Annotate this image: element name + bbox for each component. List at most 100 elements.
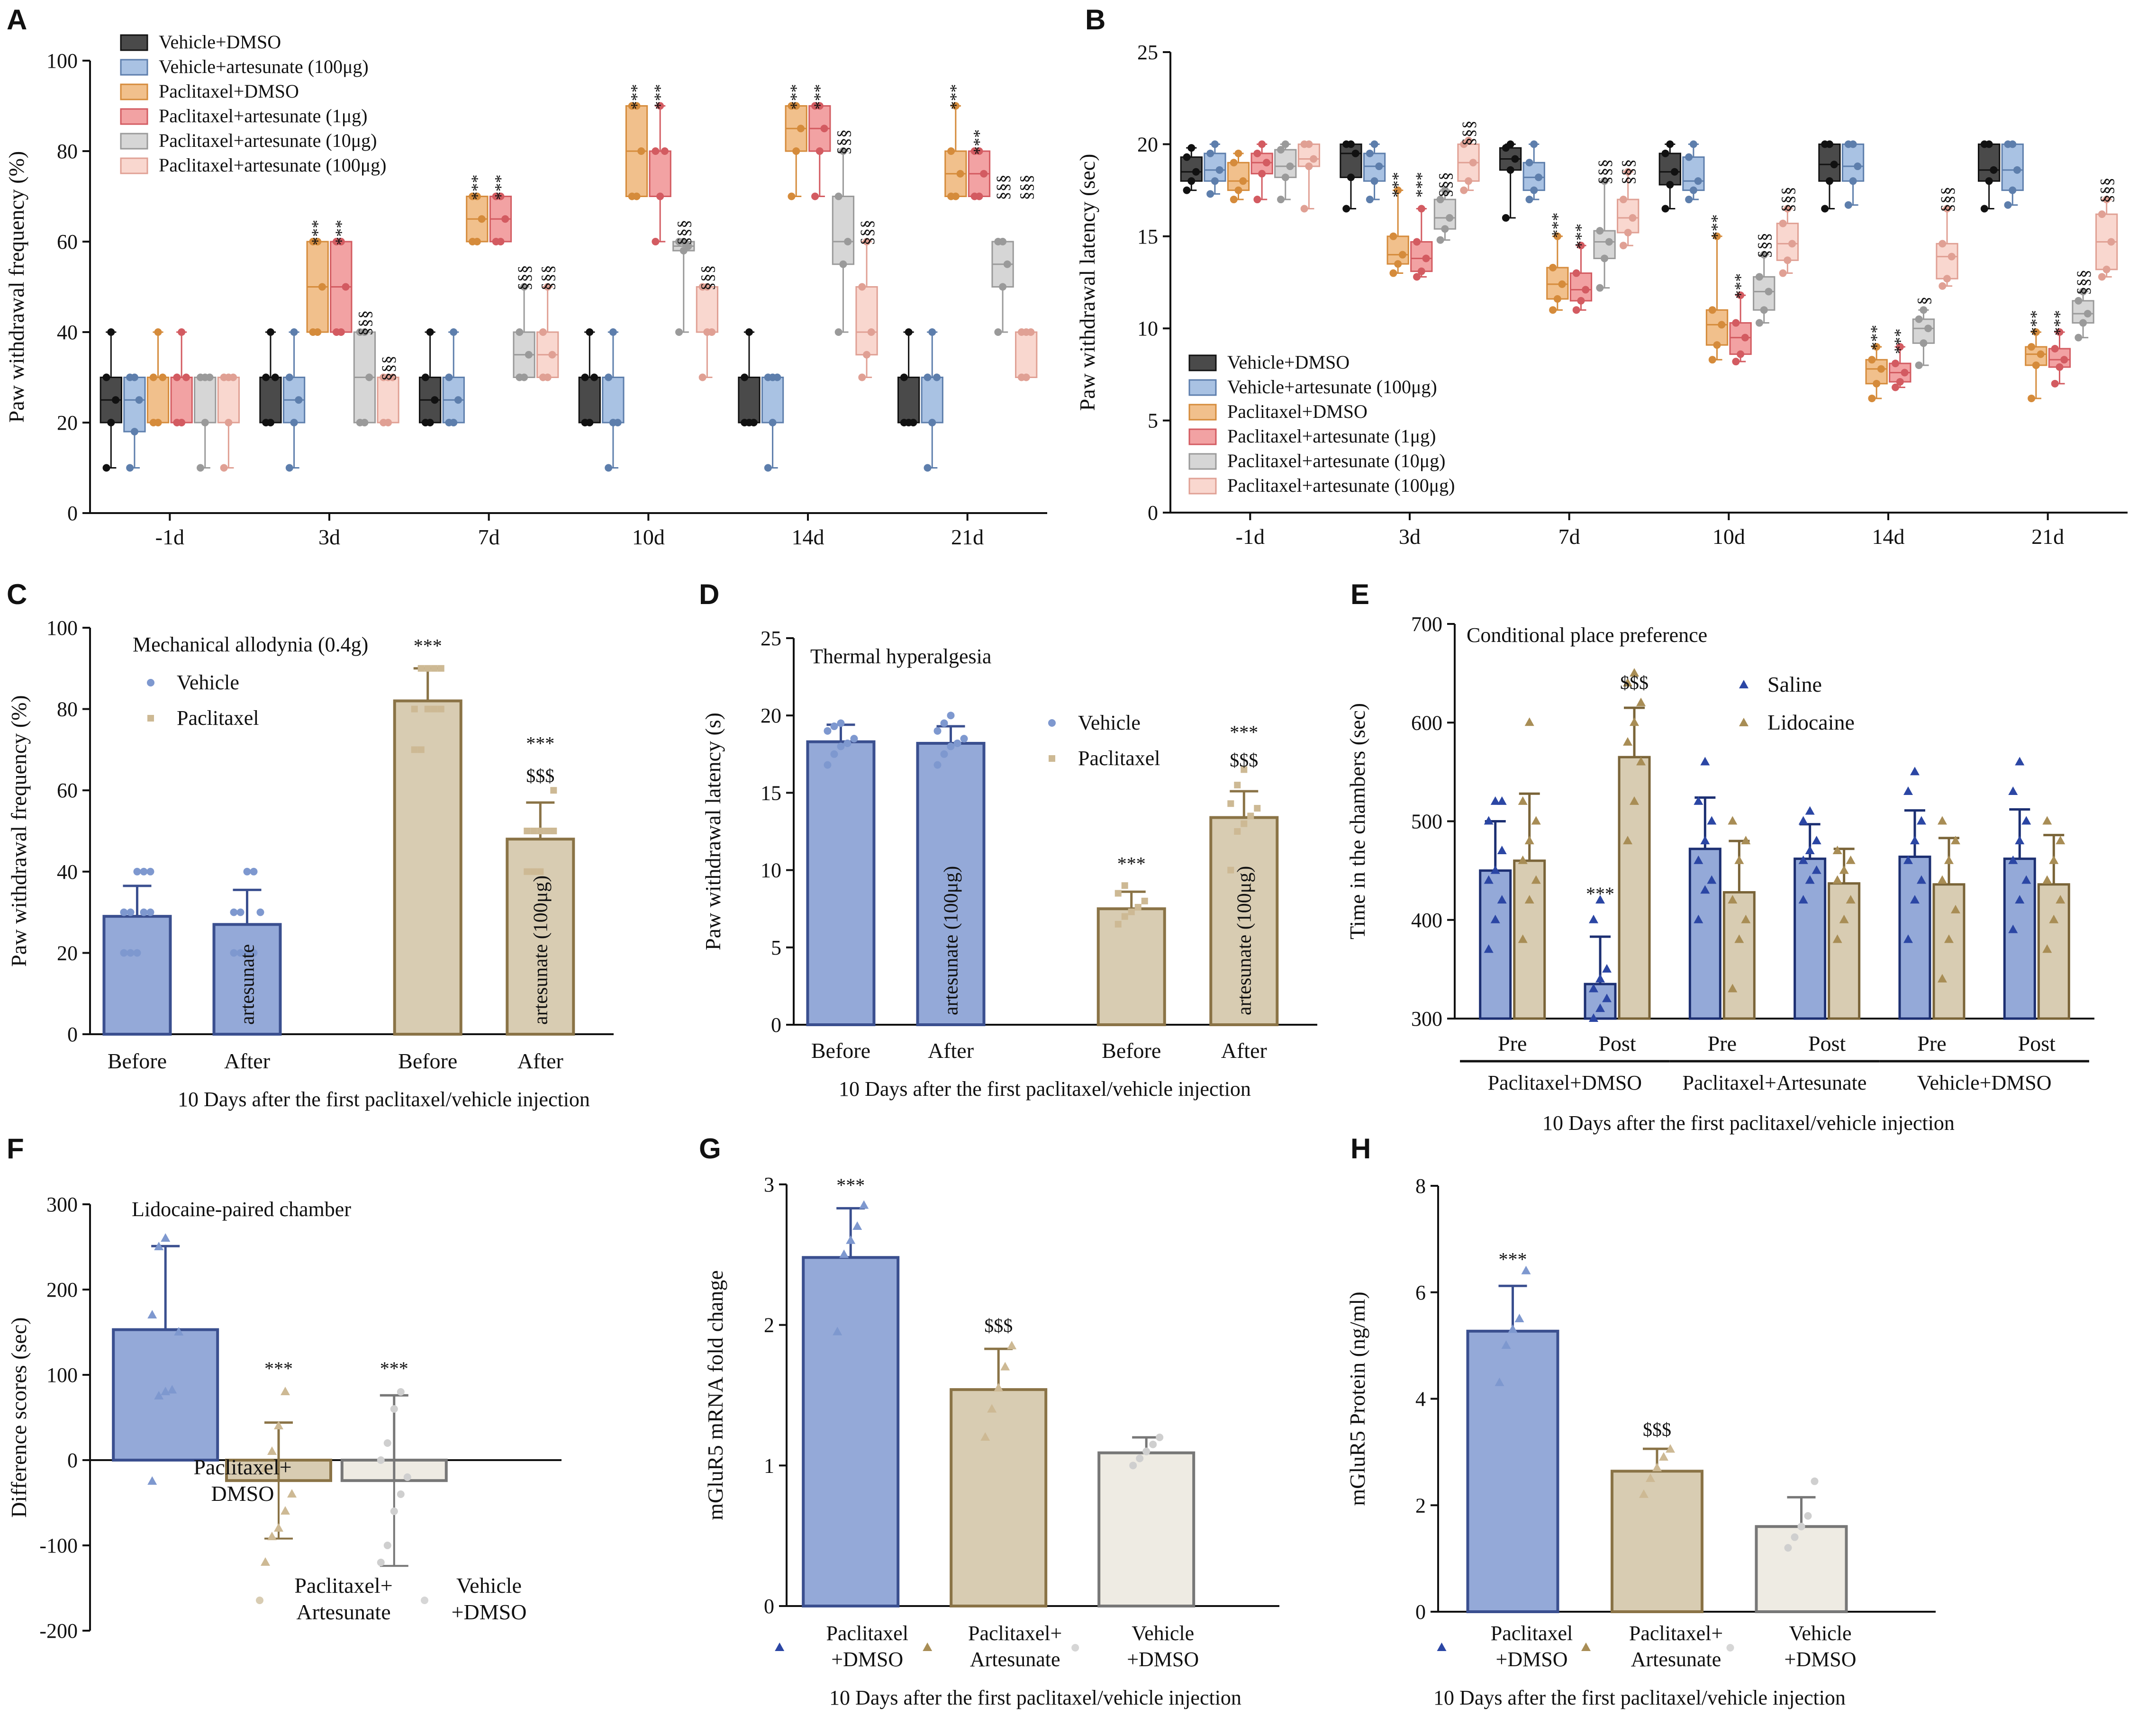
y-tick-label: 5	[771, 936, 781, 959]
box-point	[581, 373, 589, 381]
significance-label: ***	[2027, 310, 2046, 336]
significance-label: ***	[491, 174, 510, 200]
significance-label: §§§	[379, 355, 398, 381]
data-point	[1000, 1362, 1010, 1371]
box-point	[1849, 140, 1857, 148]
box-body	[578, 377, 601, 424]
box-vehicle_dmso	[1818, 140, 1841, 213]
box-point	[1784, 256, 1792, 264]
box-point	[1985, 140, 1993, 148]
box-point	[1530, 186, 1538, 194]
legend-label: Lidocaine	[1767, 710, 1855, 734]
data-point	[859, 1200, 869, 1209]
data-point	[1659, 1452, 1668, 1461]
significance-label: §§§	[1595, 159, 1614, 185]
box-ptx_art10	[353, 328, 376, 426]
box-point	[947, 147, 955, 155]
group-label: Paclitaxel+DMSO	[1488, 1071, 1642, 1094]
data-point	[1589, 1013, 1599, 1022]
box-point	[1281, 173, 1289, 181]
x-tick-label: Pre	[1708, 1031, 1737, 1056]
box-point	[750, 419, 758, 426]
legend-label: Vehicle+DMSO	[1227, 352, 1350, 373]
box-vehicle_dmso	[1499, 140, 1522, 222]
box-body	[146, 377, 170, 424]
significance-label: ***	[1731, 273, 1750, 299]
box-point	[1192, 168, 1200, 176]
box-point	[605, 373, 613, 381]
data-point	[2042, 816, 2052, 825]
box-point	[473, 238, 481, 245]
panel-A: 0 20 40 60 80 100 Paw withdrawal frequency (%)…	[4, 31, 1047, 549]
data-point	[544, 828, 551, 834]
y-tick-label: 10	[761, 859, 781, 882]
box-point	[1737, 291, 1745, 299]
box-ptx_dmso	[625, 102, 648, 200]
data-point	[2049, 914, 2059, 923]
box-point	[1601, 254, 1609, 262]
data-point	[1797, 1523, 1805, 1531]
box-point	[637, 147, 645, 155]
data-point	[987, 1404, 997, 1413]
box-point	[1920, 306, 1928, 314]
box-point	[2074, 297, 2083, 305]
data-point	[1501, 1340, 1511, 1349]
y-tick-label: 15	[1137, 225, 1158, 248]
box-point	[1661, 205, 1669, 213]
data-point	[1811, 1477, 1819, 1485]
legend-marker	[147, 715, 154, 722]
box-point	[182, 373, 190, 381]
box-point	[661, 147, 669, 155]
legend-swatch	[1188, 404, 1217, 421]
data-point	[140, 908, 148, 916]
data-point	[147, 1476, 157, 1485]
box-point	[1572, 306, 1580, 314]
data-point	[1903, 934, 1913, 943]
significance-label: §§§	[2097, 178, 2116, 203]
significance-label: ***	[1586, 883, 1614, 904]
box-point	[1741, 334, 1749, 342]
bar	[1513, 859, 1546, 1020]
x-axis-title: 10 Days after the first paclitaxel/vehic…	[1542, 1111, 1955, 1135]
box-body	[1682, 156, 1705, 191]
box-point	[1553, 232, 1561, 240]
box-body	[761, 377, 784, 424]
data-point	[1700, 836, 1710, 845]
bar-group	[340, 1388, 448, 1567]
data-point	[274, 1523, 283, 1532]
box-point	[1305, 140, 1313, 148]
y-tick-label: 100	[46, 1363, 78, 1387]
box-ptx_dmso	[785, 102, 807, 200]
box-point	[497, 238, 505, 245]
significance-label: ***	[787, 84, 806, 109]
bar	[393, 699, 462, 1036]
data-point	[837, 742, 845, 750]
legend-marker	[1739, 718, 1748, 726]
bar-group	[802, 1200, 900, 1607]
box-point	[285, 373, 293, 381]
x-tick-label: 10d	[1712, 524, 1745, 549]
box-point	[1877, 365, 1885, 373]
box-point	[1844, 201, 1852, 209]
data-point	[960, 735, 968, 743]
box-point	[834, 328, 842, 336]
box-point	[769, 373, 777, 381]
x-tick-label: 7d	[478, 525, 500, 549]
legend-label: Vehicle	[1078, 711, 1141, 734]
legend-swatch	[1188, 354, 1217, 371]
data-point	[1636, 697, 1646, 706]
x-tick-label: Vehicle +DMSO	[1785, 1622, 1857, 1671]
box-point	[839, 147, 847, 155]
significance-label: §§§	[1459, 120, 1478, 146]
data-point	[1700, 885, 1710, 894]
box-point	[1943, 275, 1951, 283]
data-point	[530, 868, 537, 875]
box-body	[1274, 149, 1297, 178]
significance-label: ***	[1891, 328, 1910, 354]
y-tick-label: 60	[57, 230, 78, 253]
box-point	[1901, 369, 1909, 377]
box-point	[548, 351, 556, 359]
data-point	[1791, 1533, 1799, 1541]
box-body	[1204, 153, 1226, 182]
box-vehicle_art	[1363, 140, 1386, 204]
